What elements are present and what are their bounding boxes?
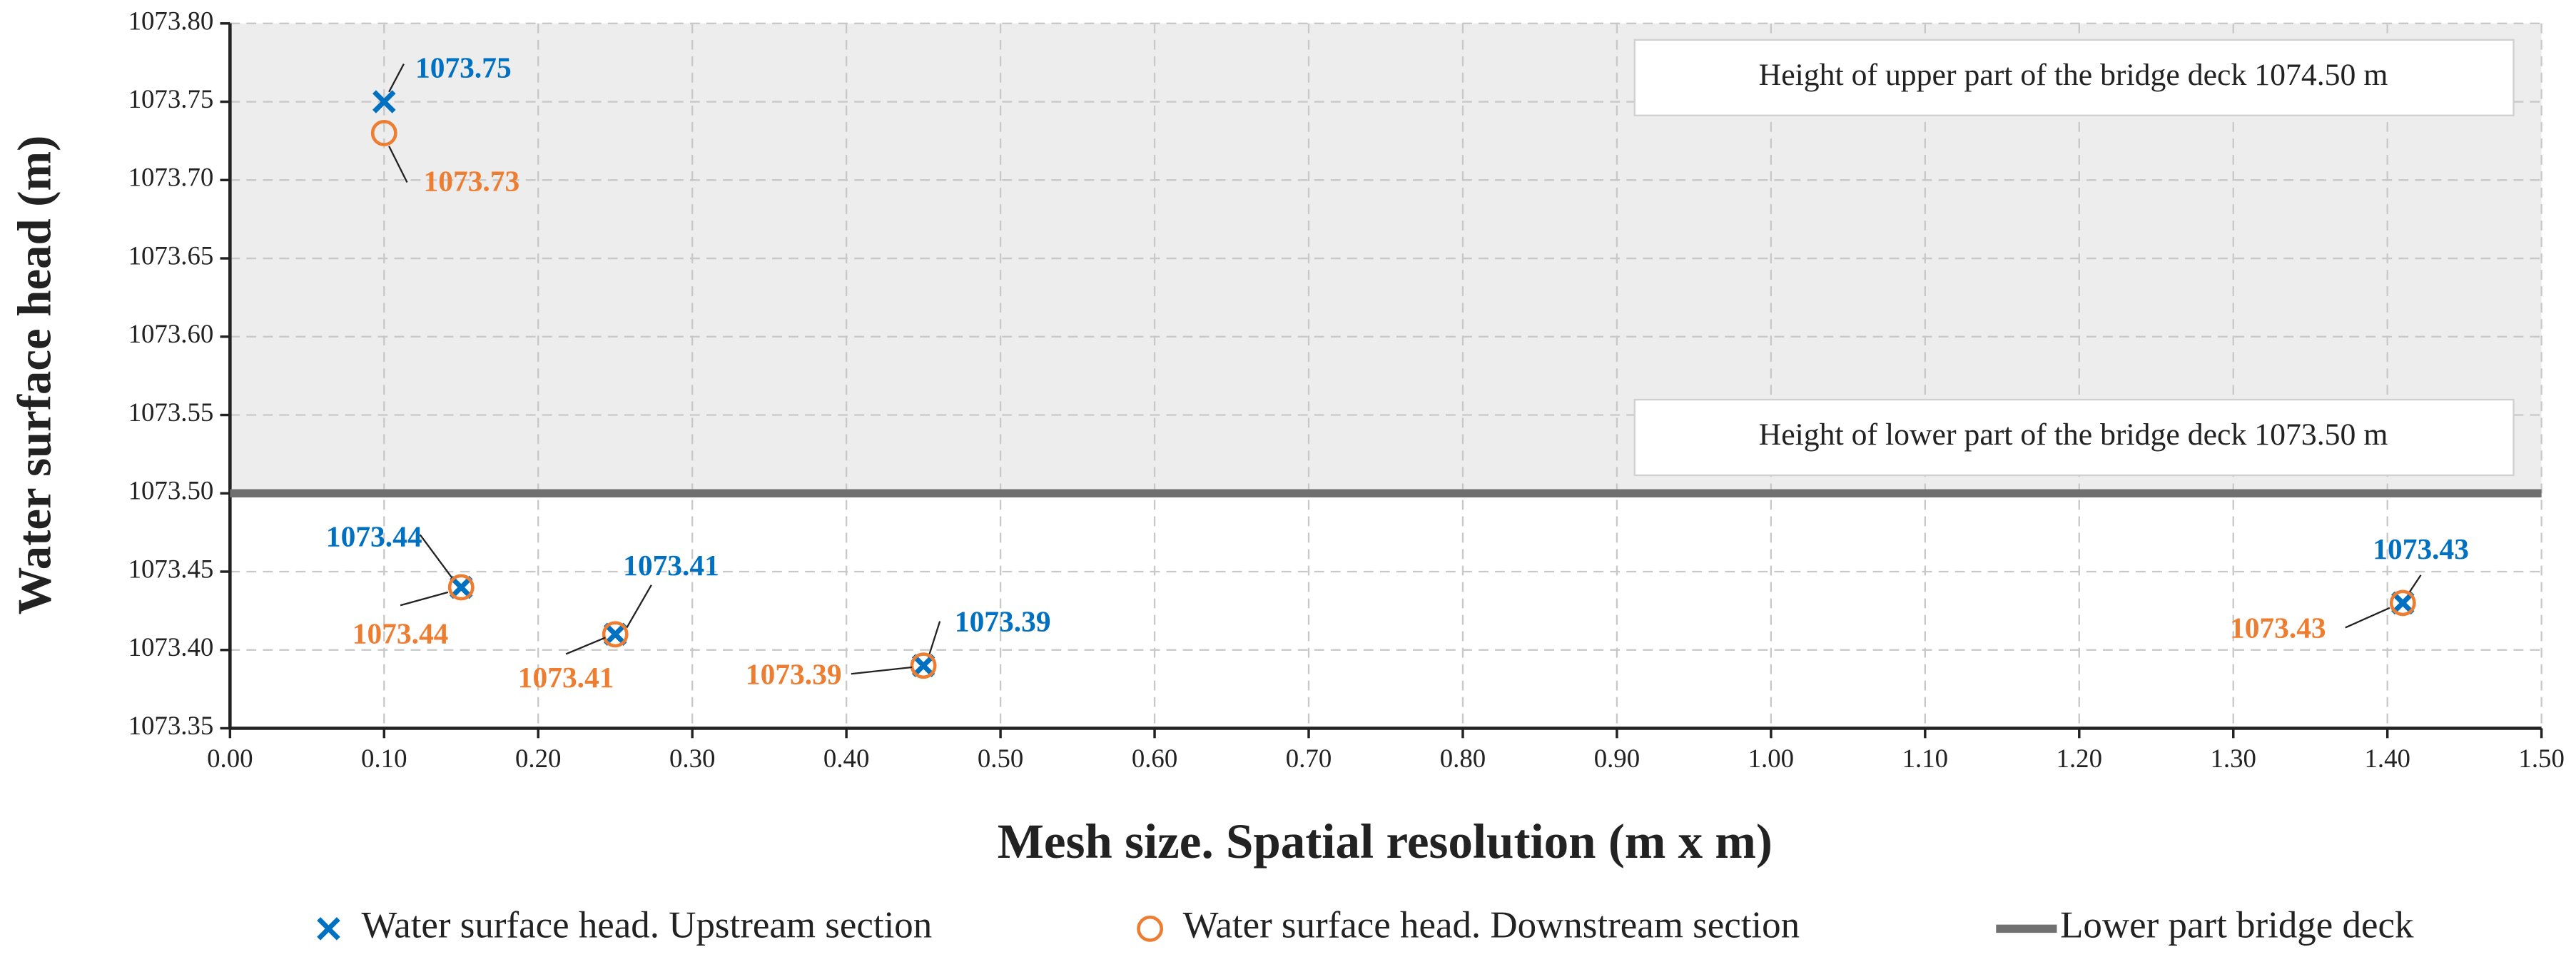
x-tick-label: 1.00 [1748, 744, 1794, 773]
leader-line [388, 146, 408, 183]
marker-upstream [2391, 591, 2415, 615]
leader-line [851, 666, 913, 675]
marker-upstream [449, 575, 473, 599]
marker-stroke [372, 90, 396, 113]
x-tick-label: 1.30 [2211, 744, 2256, 773]
marker-downstream [2389, 589, 2416, 617]
value-label: 1073.43 [2230, 612, 2326, 644]
y-tick-label: 1073.65 [128, 241, 214, 270]
marker-stroke [449, 575, 473, 599]
x-tick-label: 0.40 [823, 744, 869, 773]
y-tick-label: 1073.75 [128, 84, 214, 113]
x-tick-label: 0.10 [361, 744, 407, 773]
leader-line [626, 584, 652, 629]
leader-line [2407, 574, 2422, 596]
y-tick-label: 1073.40 [128, 632, 214, 662]
x-tick-label: 1.10 [1902, 744, 1948, 773]
leader-line [419, 534, 454, 580]
x-tick-label: 0.60 [1132, 744, 1177, 773]
marker-downstream [910, 652, 937, 679]
marker-downstream [370, 120, 397, 146]
marker-stroke [2391, 591, 2415, 615]
legend-label: Water surface head. Upstream section [362, 905, 933, 946]
value-label: 1073.39 [746, 657, 842, 690]
x-tick-label: 1.50 [2518, 744, 2564, 773]
x-tick-label: 0.50 [978, 744, 1023, 773]
annotation: Height of upper part of the bridge deck … [1759, 58, 2388, 92]
legend-marker [1137, 915, 1164, 942]
marker-upstream [372, 90, 396, 113]
x-tick-label: 1.20 [2057, 744, 2102, 773]
marker-stroke [603, 622, 627, 647]
legend-marker [317, 917, 340, 941]
leader-line [2345, 607, 2390, 629]
y-tick-label: 1073.35 [128, 711, 214, 740]
value-label: 1073.44 [353, 617, 449, 650]
value-label: 1073.39 [955, 605, 1051, 638]
legend-label: Water surface head. Downstream section [1183, 905, 1800, 946]
annotation-box [1633, 39, 2515, 116]
value-label: 1073.41 [623, 549, 719, 582]
marker-upstream [603, 622, 627, 647]
leader-line [927, 621, 941, 658]
value-label: 1073.41 [518, 661, 614, 694]
value-label: 1073.43 [2373, 532, 2469, 565]
x-tick-label: 0.30 [669, 744, 715, 773]
x-tick-label: 1.40 [2364, 744, 2410, 773]
y-tick-label: 1073.80 [128, 6, 214, 35]
y-tick-label: 1073.55 [128, 398, 214, 427]
y-axis-title: Water surface head (m) [9, 136, 61, 615]
x-tick-label: 0.00 [207, 744, 253, 773]
x-tick-label: 0.20 [515, 744, 561, 773]
y-tick-label: 1073.45 [128, 554, 214, 583]
leader-line [565, 637, 606, 655]
value-label: 1073.44 [326, 520, 422, 553]
marker-downstream [447, 574, 475, 601]
y-tick-label: 1073.60 [128, 319, 214, 348]
leader-line [388, 64, 405, 93]
marker-upstream [911, 654, 935, 677]
marker-stroke [911, 654, 935, 677]
marker-downstream [602, 621, 629, 648]
leader-line [400, 591, 449, 607]
y-tick-label: 1073.70 [128, 163, 214, 192]
annotation: Height of lower part of the bridge deck … [1759, 417, 2388, 452]
x-tick-label: 0.90 [1594, 744, 1640, 773]
x-tick-label: 0.80 [1440, 744, 1486, 773]
y-tick-label: 1073.50 [128, 476, 214, 505]
legend-label: Lower part bridge deck [2060, 905, 2414, 946]
value-label: 1073.73 [424, 164, 520, 197]
annotation-box [1633, 398, 2515, 477]
value-label: 1073.75 [415, 51, 512, 83]
x-axis-title: Mesh size. Spatial resolution (m x m) [998, 814, 1773, 869]
x-tick-label: 0.70 [1286, 744, 1332, 773]
